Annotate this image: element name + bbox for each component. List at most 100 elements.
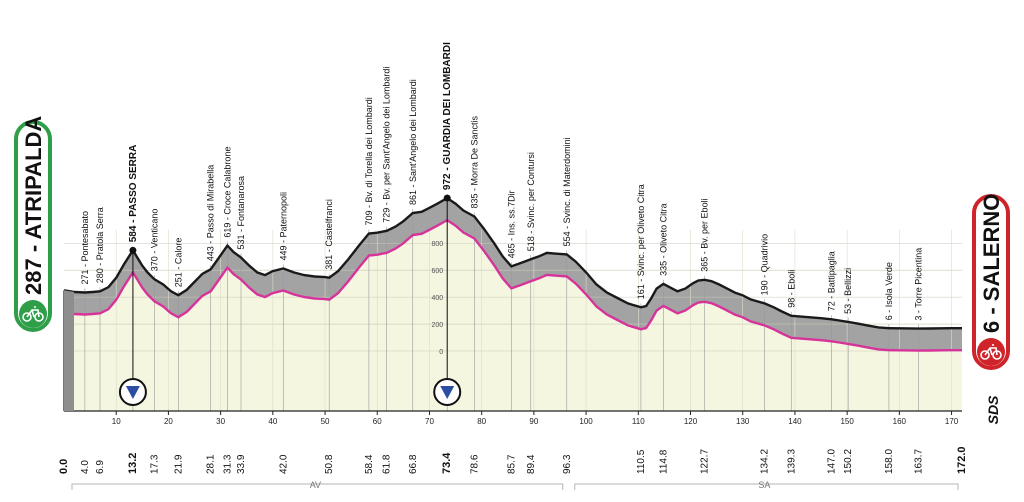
place-label: 53 - Bellizzi [843,268,853,314]
km-label: 158.0 [884,449,895,474]
kom-markers [118,194,462,406]
km-label: 139.3 [786,449,797,474]
x-tick-label: 110 [632,417,645,426]
road-line [63,218,962,352]
kom-triangle-icon [440,386,455,399]
km-label: 42.0 [278,454,289,474]
km-label: 134.2 [760,449,771,474]
km-label: 61.8 [382,454,393,474]
kom-triangle-icon [125,386,140,399]
y-tick-label: 0 [439,349,443,356]
km-label: 21.9 [173,454,184,474]
x-tick-label: 100 [579,417,593,426]
km-label: 78.6 [469,454,480,474]
km-label: 172.0 [956,446,968,474]
place-label: 280 - Pratola Serra [95,207,105,283]
svg-text:6 - SALERNO: 6 - SALERNO [979,194,1004,333]
place-label: 619 - Croce Calabrone [222,147,232,238]
km-label: 31.3 [222,454,233,474]
province-code: AV [310,480,321,490]
place-label: 861 - Sant'Angelo dei Lombardi [408,79,418,205]
start-edge-shade [64,290,74,411]
place-labels: 271 - Pontesabato 280 - Pratola Serra 584 … [80,42,924,321]
km-label: 33.9 [236,454,247,474]
place-label: 835 - Morra De Sanctis [469,115,479,208]
km-label: 85.7 [506,454,517,474]
km-label: 163.7 [914,449,925,474]
province-bracket [574,483,959,490]
x-tick-label: 150 [840,417,854,426]
km-label: 50.8 [324,454,335,474]
km-label: 13.2 [127,453,139,474]
km-label: 96.3 [562,454,573,474]
profile-fill-area [64,198,962,411]
finish-altitude: 6 [979,321,1004,333]
x-tick-label: 80 [477,417,486,426]
ridge-line [63,196,962,330]
km-label: 28.1 [206,454,217,474]
start-altitude: 287 [21,258,46,295]
y-tick-label: 600 [432,268,444,275]
terrain-band [64,198,962,351]
x-tick-label: 40 [268,417,277,426]
place-label: 449 - Paternopoli [278,192,288,261]
bike-icon [22,306,44,322]
start-badge: 287 - ATRIPALDA [14,116,52,332]
x-tick-label: 170 [945,417,959,426]
place-label: 381 - Castelfranci [324,199,334,270]
km-label: 122.7 [700,449,711,474]
km-label: 17.3 [149,454,160,474]
place-label: 465 - Ins. ss.7Dir [506,190,516,258]
place-label: 729 - Bv. per Sant'Angelo dei Lombardi [382,67,392,223]
province-bar: AV SA [71,480,959,490]
x-tick-label: 140 [788,417,802,426]
place-label: 518 - Svinc. per Contursi [526,152,536,251]
province-code: SA [758,480,770,490]
finish-badge: 6 - SALERNO [972,194,1010,370]
place-label: 3 - Torre Picentina [914,248,924,321]
x-tick-label: 130 [736,417,750,426]
y-axis-ticks: 0 200 400 600 800 [432,241,444,356]
place-label: 584 - PASSO SERRA [128,145,139,243]
y-tick-label: 200 [432,322,444,329]
km-label: 0.0 [58,459,70,474]
bike-icon [980,344,1002,360]
place-label: 531 - Fontanarosa [236,176,246,250]
km-label: 66.8 [408,454,419,474]
x-tick-label: 120 [684,417,698,426]
place-label: 335 - Oliveto Citra [658,203,668,276]
gridlines [64,229,962,411]
x-tick-label: 90 [529,417,538,426]
km-label: 147.0 [827,449,838,474]
x-tick-label: 160 [893,417,907,426]
x-axis: 10 20 30 40 50 60 70 80 90 100 110 120 130 140 150 160 1… [64,410,962,426]
brand-logo: SDS [985,395,1001,424]
place-label: 365 - Bv. per Eboli [700,198,710,271]
start-name: ATRIPALDA [21,116,46,240]
svg-text:287 - ATRIPALDA: 287 - ATRIPALDA [21,116,46,295]
place-label: 190 - Quadrivio [760,234,770,296]
place-label: 6 - Isola Verde [884,262,894,320]
km-label: 114.8 [658,449,669,474]
place-label: 370 - Venticano [149,209,159,272]
x-tick-label: 10 [112,417,121,426]
place-label: 554 - Svinc. di Materdomini [562,137,572,246]
km-label: 110.5 [636,449,647,474]
place-label: 271 - Pontesabato [80,211,90,285]
place-label: 972 - GUARDIA DEI LOMBARDI [442,42,453,190]
km-label: 4.0 [80,460,91,474]
place-label: 443 - Passo di Mirabella [206,165,216,262]
finish-name: SALERNO [979,194,1004,302]
place-label: 98 - Eboli [786,270,796,308]
km-labels: 0.0 4.0 6.9 13.2 17.3 21.9 28.1 31.3 33.9 42.0 50.… [58,446,968,474]
x-tick-label: 20 [164,417,173,426]
x-tick-label: 50 [321,417,330,426]
km-label: 150.2 [843,449,854,474]
km-label: 89.4 [526,454,537,474]
x-tick-label: 60 [373,417,382,426]
x-tick-label: 30 [216,417,225,426]
place-label: 709 - Bv. di Torella dei Lombardi [364,97,374,225]
y-tick-label: 800 [432,241,444,248]
